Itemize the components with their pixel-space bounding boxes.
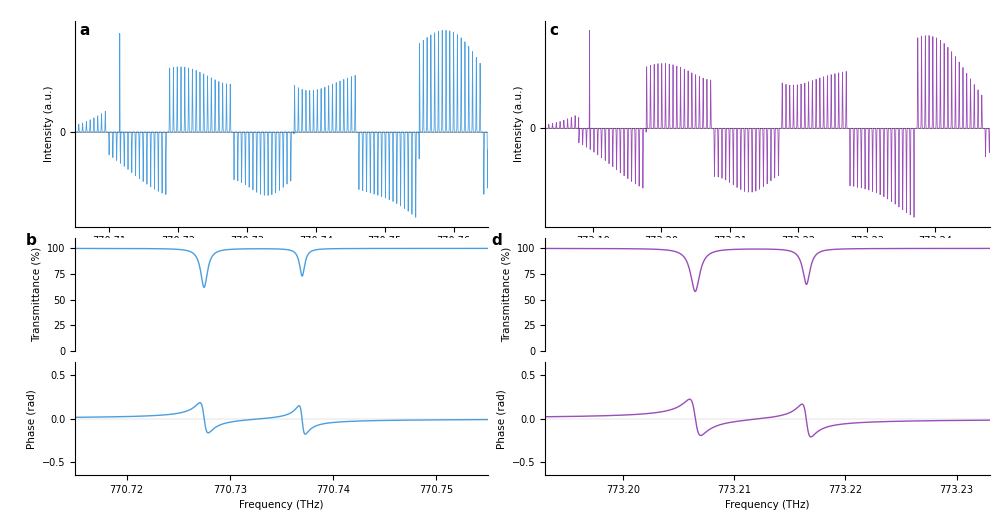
Text: a: a (79, 23, 90, 38)
Y-axis label: Intensity (a.u.): Intensity (a.u.) (514, 86, 524, 162)
Text: c: c (549, 23, 558, 38)
Y-axis label: Phase (rad): Phase (rad) (26, 389, 36, 448)
Text: b: b (25, 232, 36, 247)
Y-axis label: Transmittance (%): Transmittance (%) (31, 247, 41, 342)
X-axis label: Frequency (THz): Frequency (THz) (725, 252, 810, 262)
X-axis label: Frequency (THz): Frequency (THz) (239, 500, 324, 511)
Y-axis label: Intensity (a.u.): Intensity (a.u.) (44, 86, 54, 162)
Y-axis label: Transmittance (%): Transmittance (%) (501, 247, 511, 342)
X-axis label: Frequency (THz): Frequency (THz) (725, 500, 810, 511)
X-axis label: Frequency (THz): Frequency (THz) (239, 252, 324, 262)
Text: d: d (492, 232, 502, 247)
Y-axis label: Phase (rad): Phase (rad) (496, 389, 506, 448)
